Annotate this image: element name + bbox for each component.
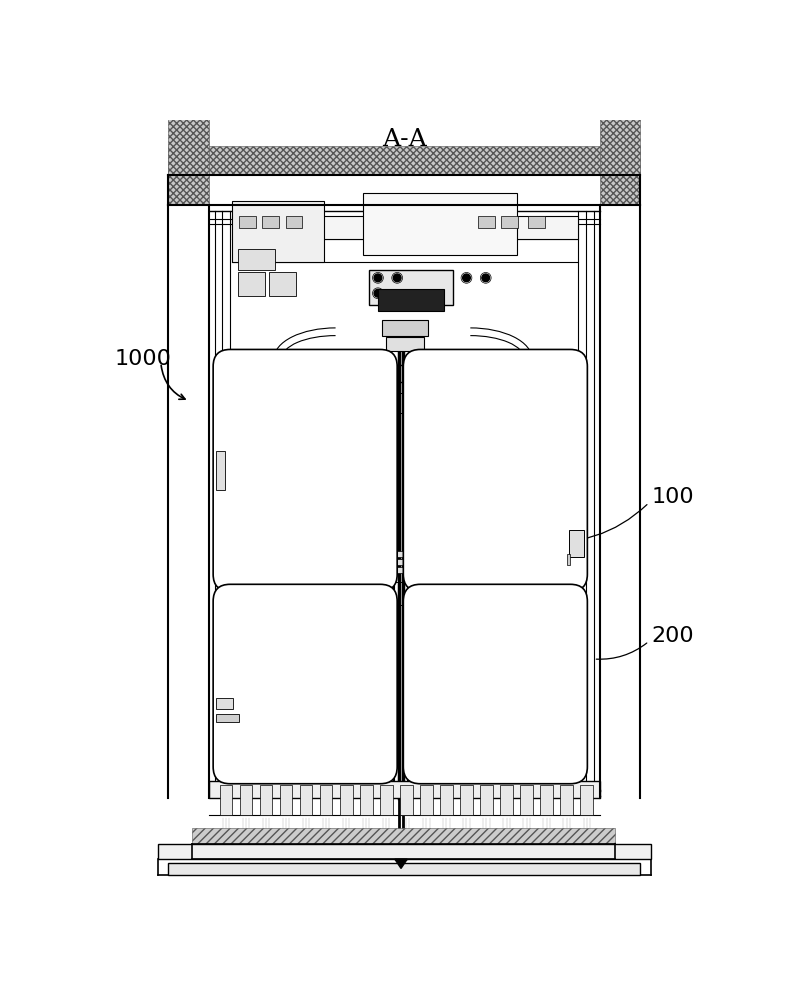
Bar xyxy=(380,785,393,815)
FancyBboxPatch shape xyxy=(404,349,587,591)
Bar xyxy=(220,785,232,815)
Bar xyxy=(528,216,545,228)
Circle shape xyxy=(393,274,401,282)
Bar xyxy=(566,554,570,565)
Bar xyxy=(168,0,209,205)
Bar xyxy=(401,785,412,815)
Bar xyxy=(501,216,518,228)
Bar xyxy=(238,249,275,270)
Bar xyxy=(378,289,444,311)
Bar xyxy=(386,337,424,351)
Bar xyxy=(569,530,585,557)
Bar xyxy=(420,785,433,815)
Bar xyxy=(209,781,600,798)
Bar xyxy=(340,785,352,815)
Bar xyxy=(231,201,324,262)
Bar xyxy=(581,785,592,815)
Bar xyxy=(240,785,253,815)
Bar xyxy=(159,844,651,859)
Bar xyxy=(363,193,517,255)
Bar xyxy=(239,216,256,228)
Bar xyxy=(216,698,233,709)
Bar xyxy=(216,714,239,722)
Bar xyxy=(560,785,573,815)
Bar xyxy=(231,216,578,239)
Bar xyxy=(216,451,225,490)
Bar xyxy=(260,785,273,815)
Bar xyxy=(262,216,280,228)
Bar xyxy=(478,216,495,228)
Bar xyxy=(320,785,333,815)
FancyBboxPatch shape xyxy=(213,584,397,784)
Bar xyxy=(269,272,295,296)
Bar xyxy=(382,320,428,336)
Bar xyxy=(238,272,265,296)
Bar xyxy=(369,270,453,305)
Bar xyxy=(388,567,422,573)
Text: 1000: 1000 xyxy=(115,349,171,369)
Bar xyxy=(480,785,493,815)
Bar xyxy=(521,785,532,815)
Polygon shape xyxy=(395,859,407,868)
Circle shape xyxy=(374,274,382,282)
Circle shape xyxy=(463,274,470,282)
Bar xyxy=(500,785,513,815)
Bar xyxy=(440,785,453,815)
Bar xyxy=(285,216,303,228)
Bar xyxy=(388,559,422,565)
Bar xyxy=(168,863,640,875)
Bar xyxy=(168,146,640,175)
Bar xyxy=(540,785,553,815)
Bar xyxy=(388,551,422,557)
Circle shape xyxy=(482,274,490,282)
Text: 200: 200 xyxy=(651,626,694,646)
Text: A-A: A-A xyxy=(382,128,427,151)
Bar xyxy=(280,785,292,815)
Bar xyxy=(360,785,373,815)
Bar xyxy=(461,785,472,815)
FancyBboxPatch shape xyxy=(213,349,397,591)
Bar xyxy=(600,0,640,205)
Circle shape xyxy=(374,289,382,297)
Text: 100: 100 xyxy=(651,487,694,507)
Bar xyxy=(300,785,313,815)
Bar xyxy=(192,828,615,844)
FancyBboxPatch shape xyxy=(404,584,587,784)
